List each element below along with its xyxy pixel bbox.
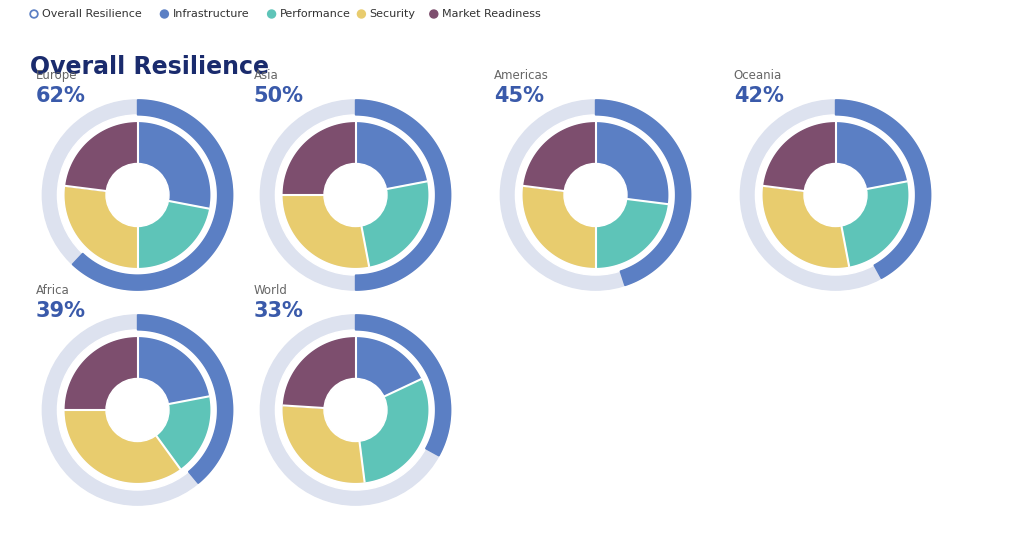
Polygon shape — [359, 379, 428, 482]
Circle shape — [106, 164, 169, 226]
Polygon shape — [596, 199, 667, 267]
Polygon shape — [596, 100, 690, 286]
Circle shape — [324, 164, 387, 226]
Circle shape — [804, 164, 867, 226]
Circle shape — [66, 338, 210, 482]
Polygon shape — [284, 123, 355, 195]
Circle shape — [430, 10, 438, 18]
Polygon shape — [524, 123, 596, 191]
Circle shape — [763, 123, 907, 267]
Circle shape — [521, 121, 670, 269]
Circle shape — [564, 164, 627, 226]
Text: World: World — [254, 284, 288, 297]
Circle shape — [282, 121, 430, 269]
Circle shape — [57, 330, 217, 490]
Polygon shape — [836, 123, 906, 189]
Text: Africa: Africa — [36, 284, 70, 297]
Polygon shape — [842, 181, 907, 266]
Text: 33%: 33% — [254, 301, 304, 321]
Circle shape — [106, 379, 169, 442]
Polygon shape — [355, 123, 426, 189]
Polygon shape — [355, 315, 451, 456]
Text: Oceania: Oceania — [734, 69, 782, 82]
Text: 50%: 50% — [254, 87, 304, 107]
Circle shape — [275, 115, 435, 275]
Polygon shape — [284, 406, 365, 482]
Circle shape — [275, 330, 435, 490]
Text: Market Readiness: Market Readiness — [441, 9, 541, 19]
Polygon shape — [156, 397, 210, 469]
Polygon shape — [596, 123, 668, 204]
Circle shape — [66, 123, 210, 267]
Polygon shape — [836, 100, 931, 278]
Polygon shape — [284, 338, 355, 408]
Circle shape — [32, 12, 36, 16]
Circle shape — [756, 115, 915, 275]
Polygon shape — [137, 315, 232, 483]
Polygon shape — [523, 186, 596, 267]
Polygon shape — [361, 181, 428, 266]
Text: 45%: 45% — [494, 87, 544, 107]
Polygon shape — [66, 186, 137, 267]
Circle shape — [282, 336, 430, 484]
Polygon shape — [284, 195, 369, 267]
Circle shape — [260, 315, 451, 505]
Text: Performance: Performance — [280, 9, 350, 19]
Circle shape — [501, 100, 690, 290]
Circle shape — [161, 10, 168, 18]
Polygon shape — [763, 186, 849, 267]
Text: 42%: 42% — [734, 87, 783, 107]
Text: Asia: Asia — [254, 69, 279, 82]
Circle shape — [515, 115, 676, 275]
Circle shape — [740, 100, 931, 290]
Text: Security: Security — [370, 9, 416, 19]
Circle shape — [63, 336, 212, 484]
Circle shape — [63, 121, 212, 269]
Text: Overall Resilience: Overall Resilience — [42, 9, 141, 19]
Circle shape — [42, 315, 232, 505]
Polygon shape — [355, 338, 421, 397]
Text: Europe: Europe — [36, 69, 77, 82]
Circle shape — [284, 338, 428, 482]
Polygon shape — [73, 100, 232, 290]
Circle shape — [30, 10, 38, 18]
Circle shape — [260, 100, 451, 290]
Circle shape — [42, 100, 232, 290]
Polygon shape — [66, 338, 137, 410]
Text: Infrastructure: Infrastructure — [172, 9, 249, 19]
Circle shape — [324, 379, 387, 442]
Polygon shape — [355, 100, 451, 290]
Text: Americas: Americas — [494, 69, 549, 82]
Polygon shape — [764, 123, 836, 191]
Polygon shape — [66, 410, 180, 482]
Circle shape — [357, 10, 366, 18]
Text: 39%: 39% — [36, 301, 86, 321]
Circle shape — [284, 123, 428, 267]
Polygon shape — [137, 338, 209, 404]
Circle shape — [57, 115, 217, 275]
Circle shape — [761, 121, 909, 269]
Circle shape — [523, 123, 668, 267]
Polygon shape — [66, 123, 137, 191]
Polygon shape — [137, 123, 210, 209]
Text: 62%: 62% — [36, 87, 86, 107]
Text: Overall Resilience: Overall Resilience — [30, 55, 269, 79]
Polygon shape — [137, 201, 209, 267]
Circle shape — [267, 10, 275, 18]
